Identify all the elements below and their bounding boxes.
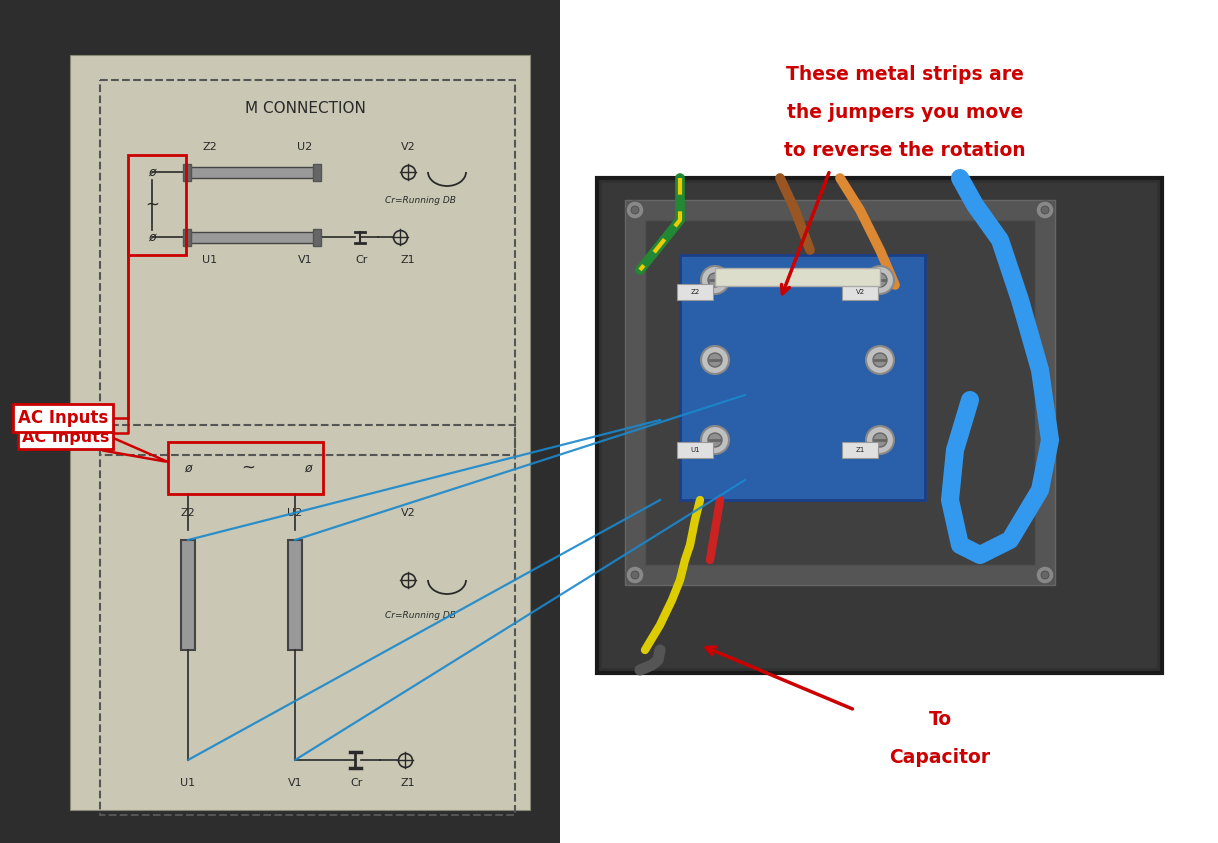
Bar	[183, 164, 191, 181]
Text: V2: V2	[401, 508, 415, 518]
Circle shape	[702, 346, 730, 374]
Bar	[842, 284, 878, 300]
Circle shape	[866, 346, 894, 374]
Text: AC Inputs: AC Inputs	[18, 409, 108, 427]
Circle shape	[866, 426, 894, 454]
Bar	[602, 183, 1157, 668]
Bar	[168, 442, 323, 494]
Text: ø: ø	[149, 165, 156, 179]
Text: Cr: Cr	[351, 778, 363, 788]
Bar	[313, 229, 322, 246]
Circle shape	[702, 426, 730, 454]
Circle shape	[873, 433, 887, 447]
Bar	[185, 232, 320, 243]
Circle shape	[873, 273, 887, 287]
Text: V2: V2	[855, 289, 865, 295]
Text: Z1: Z1	[401, 778, 415, 788]
Text: ~: ~	[145, 196, 160, 214]
Bar	[183, 229, 191, 246]
Text: ø: ø	[304, 461, 312, 475]
Bar	[69, 55, 530, 810]
Text: To: To	[928, 710, 951, 729]
Circle shape	[631, 206, 639, 214]
Circle shape	[873, 353, 887, 367]
Bar	[597, 178, 1162, 673]
Bar	[560, 0, 1218, 843]
Text: Cr=Running DB: Cr=Running DB	[385, 196, 456, 205]
Bar	[646, 220, 1035, 565]
Circle shape	[702, 266, 730, 294]
Text: Cr=Running DB: Cr=Running DB	[385, 610, 456, 620]
Circle shape	[1041, 206, 1049, 214]
Text: Capacitor: Capacitor	[889, 748, 990, 767]
Text: the jumpers you move: the jumpers you move	[787, 103, 1023, 122]
Bar	[677, 442, 713, 458]
Circle shape	[1037, 566, 1054, 584]
Bar	[677, 284, 713, 300]
Text: AC Inputs: AC Inputs	[22, 430, 110, 445]
Text: V1: V1	[297, 255, 312, 265]
Bar	[715, 268, 879, 286]
Text: U2: U2	[297, 142, 313, 152]
Bar	[128, 155, 186, 255]
Text: V1: V1	[287, 778, 302, 788]
Circle shape	[626, 566, 644, 584]
Circle shape	[708, 273, 722, 287]
Text: U1: U1	[202, 255, 218, 265]
Text: Z2: Z2	[691, 289, 699, 295]
Bar	[0, 0, 560, 843]
Text: Z1: Z1	[401, 255, 415, 265]
Text: U1: U1	[180, 778, 196, 788]
Text: U1: U1	[691, 447, 700, 453]
Text: Z2: Z2	[202, 142, 217, 152]
Text: These metal strips are: These metal strips are	[786, 65, 1024, 84]
Text: V2: V2	[401, 142, 415, 152]
Bar	[313, 164, 322, 181]
Bar	[185, 167, 320, 178]
Text: ~: ~	[241, 459, 255, 477]
Text: Z1: Z1	[855, 447, 865, 453]
Bar	[625, 200, 1055, 585]
Circle shape	[708, 433, 722, 447]
Bar	[287, 540, 302, 650]
Circle shape	[631, 571, 639, 579]
Bar	[100, 425, 515, 815]
Text: Cr: Cr	[356, 255, 368, 265]
Bar	[100, 80, 515, 455]
Circle shape	[866, 266, 894, 294]
Bar	[181, 540, 195, 650]
Circle shape	[626, 201, 644, 219]
Circle shape	[708, 353, 722, 367]
Circle shape	[1037, 201, 1054, 219]
Text: to reverse the rotation: to reverse the rotation	[784, 141, 1026, 160]
Text: ø: ø	[184, 461, 191, 475]
Bar	[680, 255, 924, 500]
Text: ø: ø	[149, 230, 156, 244]
Text: U2: U2	[287, 508, 302, 518]
Text: Z2: Z2	[180, 508, 195, 518]
Circle shape	[1041, 571, 1049, 579]
Text: M CONNECTION: M CONNECTION	[245, 100, 365, 115]
Bar	[842, 442, 878, 458]
